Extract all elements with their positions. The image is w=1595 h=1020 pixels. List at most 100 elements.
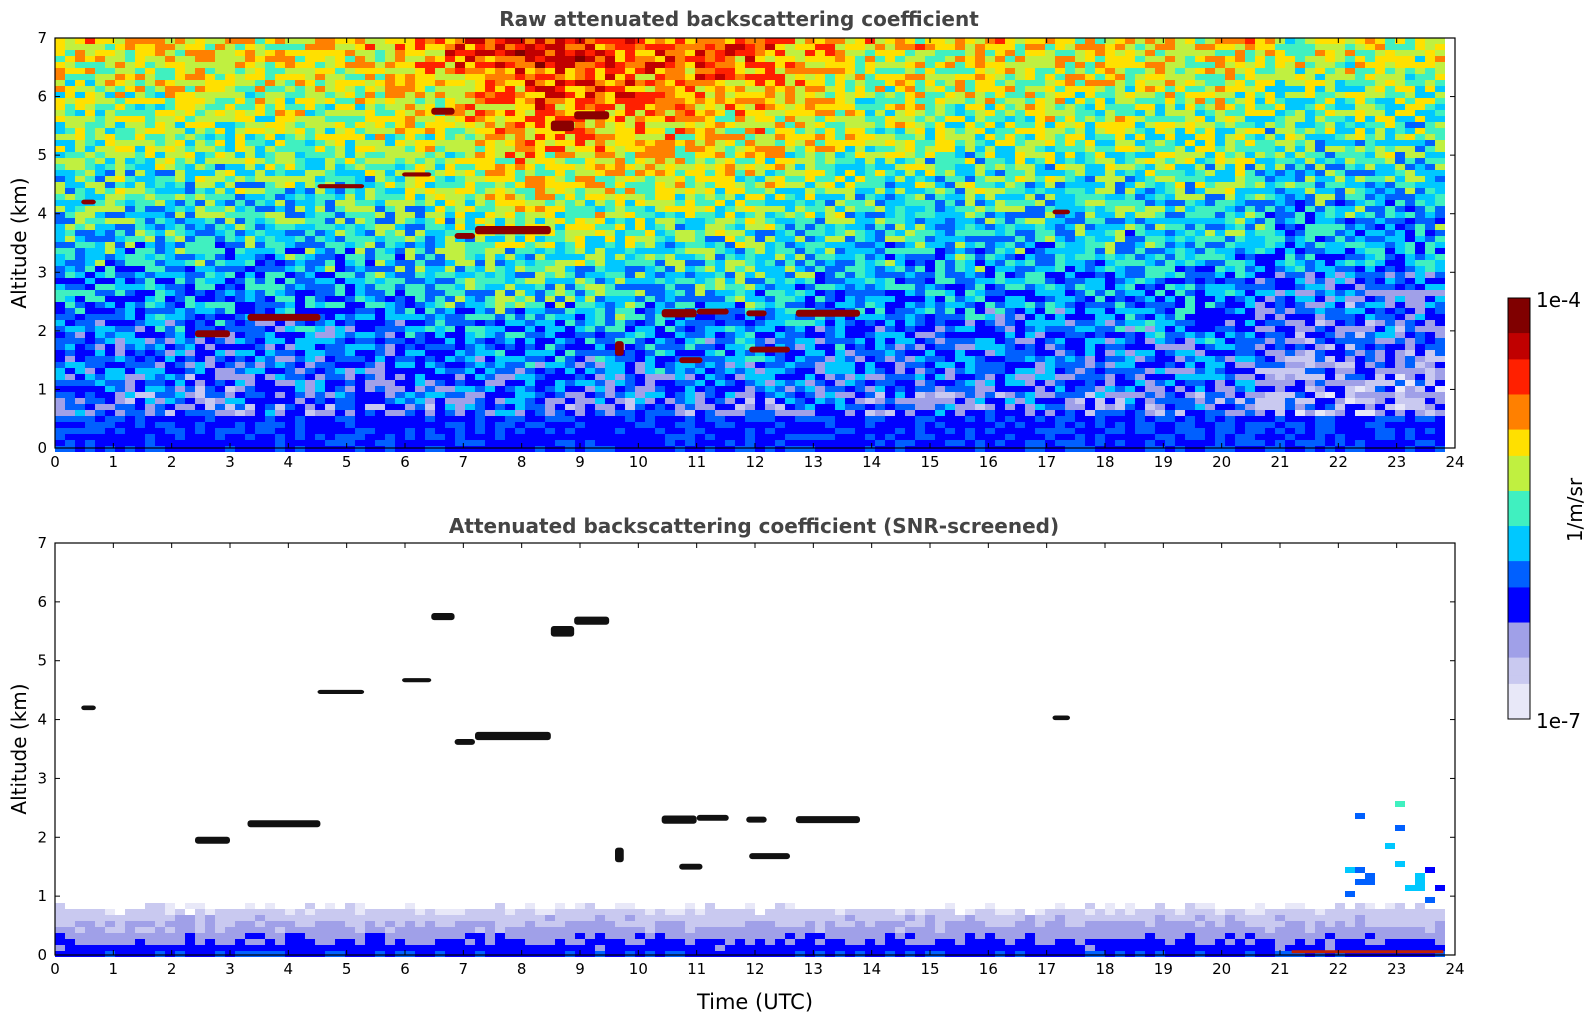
heatmap-cell [975, 224, 985, 230]
heatmap-cell [845, 212, 855, 218]
heatmap-cell [1255, 206, 1265, 212]
heatmap-cell [835, 134, 845, 140]
heatmap-cell [1295, 176, 1305, 182]
heatmap-cell [255, 248, 265, 254]
heatmap-cell [475, 116, 485, 122]
heatmap-cell [685, 170, 695, 176]
heatmap-cell [465, 242, 475, 248]
heatmap-cell [115, 176, 125, 182]
heatmap-cell [935, 158, 945, 164]
heatmap-cell [825, 188, 835, 194]
heatmap-cell [875, 170, 885, 176]
heatmap-cell [585, 164, 595, 170]
heatmap-cell [1115, 224, 1125, 230]
heatmap-cell [1225, 110, 1235, 116]
heatmap-cell [785, 128, 795, 134]
heatmap-cell [185, 206, 195, 212]
heatmap-cell [95, 38, 105, 44]
heatmap-cell [1235, 116, 1245, 122]
heatmap-cell [355, 92, 365, 98]
heatmap-cell [305, 56, 315, 62]
heatmap-cell [295, 158, 305, 164]
heatmap-cell [115, 92, 125, 98]
heatmap-cell [935, 86, 945, 92]
heatmap-cell [75, 86, 85, 92]
heatmap-cell [405, 224, 415, 230]
heatmap-cell [55, 92, 65, 98]
heatmap-cell [395, 212, 405, 218]
heatmap-cell [1165, 224, 1175, 230]
heatmap-cell [675, 80, 685, 86]
heatmap-cell [685, 146, 695, 152]
heatmap-cell [425, 146, 435, 152]
heatmap-cell [595, 134, 605, 140]
heatmap-cell [965, 206, 975, 212]
heatmap-cell [385, 194, 395, 200]
heatmap-cell [75, 56, 85, 62]
heatmap-cell [485, 194, 495, 200]
heatmap-cell [575, 242, 585, 248]
heatmap-cell [935, 236, 945, 242]
heatmap-cell [495, 110, 505, 116]
heatmap-cell [1095, 98, 1105, 104]
heatmap-cell [1425, 116, 1435, 122]
heatmap-cell [755, 134, 765, 140]
heatmap-cell [1335, 140, 1345, 146]
heatmap-cell [975, 86, 985, 92]
heatmap-cell [1175, 242, 1185, 248]
heatmap-cell [1275, 68, 1285, 74]
heatmap-cell [515, 176, 525, 182]
heatmap-cell [975, 116, 985, 122]
heatmap-cell [355, 170, 365, 176]
heatmap-cell [105, 164, 115, 170]
heatmap-cell [175, 176, 185, 182]
heatmap-cell [545, 92, 555, 98]
heatmap-cell [605, 224, 615, 230]
heatmap-cell [595, 98, 605, 104]
heatmap-cell [1065, 86, 1075, 92]
heatmap-cell [405, 158, 415, 164]
heatmap-cell [55, 62, 65, 68]
heatmap-cell [95, 200, 105, 206]
heatmap-cell [1135, 134, 1145, 140]
heatmap-cell [1035, 110, 1045, 116]
heatmap-cell [185, 50, 195, 56]
heatmap-cell [175, 74, 185, 80]
heatmap-cell [1335, 170, 1345, 176]
heatmap-cell [575, 74, 585, 80]
heatmap-cell [345, 50, 355, 56]
heatmap-cell [95, 224, 105, 230]
heatmap-cell [1315, 110, 1325, 116]
heatmap-cell [215, 62, 225, 68]
heatmap-cell [685, 176, 695, 182]
heatmap-cell [185, 164, 195, 170]
heatmap-cell [105, 182, 115, 188]
heatmap-cell [115, 98, 125, 104]
heatmap-cell [155, 62, 165, 68]
heatmap-cell [1035, 44, 1045, 50]
heatmap-cell [1185, 116, 1195, 122]
heatmap-cell [1185, 140, 1195, 146]
heatmap-cell [1425, 242, 1435, 248]
heatmap-cell [515, 182, 525, 188]
heatmap-cell [1415, 200, 1425, 206]
heatmap-cell [845, 68, 855, 74]
heatmap-cell [405, 164, 415, 170]
heatmap-cell [1365, 146, 1375, 152]
heatmap-cell [615, 68, 625, 74]
heatmap-cell [335, 56, 345, 62]
heatmap-cell [395, 200, 405, 206]
heatmap-cell [1035, 128, 1045, 134]
heatmap-cell [355, 164, 365, 170]
heatmap-cell [965, 188, 975, 194]
heatmap-cell [565, 194, 575, 200]
heatmap-cell [1355, 236, 1365, 242]
heatmap-cell [705, 146, 715, 152]
heatmap-cell [305, 50, 315, 56]
heatmap-cell [1065, 80, 1075, 86]
heatmap-cell [115, 236, 125, 242]
heatmap-cell [205, 242, 215, 248]
heatmap-cell [135, 68, 145, 74]
heatmap-cell [755, 158, 765, 164]
heatmap-cell [995, 218, 1005, 224]
